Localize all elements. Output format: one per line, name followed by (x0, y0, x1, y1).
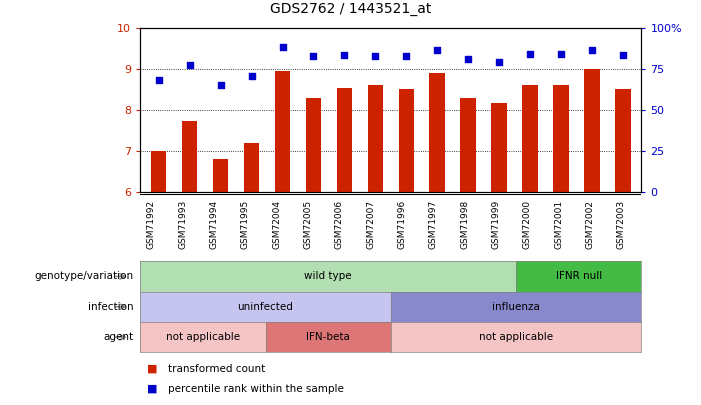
Text: GSM71995: GSM71995 (241, 200, 250, 249)
Bar (522, 85, 538, 192)
Bar (553, 85, 569, 192)
Bar (182, 121, 198, 192)
Text: GSM71997: GSM71997 (429, 200, 438, 249)
Point (555, 51, 566, 57)
Bar (275, 70, 290, 192)
Bar (306, 98, 321, 192)
Text: GDS2762 / 1443521_at: GDS2762 / 1443521_at (270, 2, 431, 15)
Text: uninfected: uninfected (238, 302, 294, 312)
Point (246, 72, 257, 79)
Bar (399, 89, 414, 192)
Text: GSM71996: GSM71996 (397, 200, 407, 249)
Text: influenza: influenza (492, 302, 540, 312)
Text: GSM71998: GSM71998 (460, 200, 469, 249)
Bar (584, 69, 599, 192)
Point (401, 53, 412, 60)
Point (277, 44, 288, 50)
Text: GSM72006: GSM72006 (335, 200, 343, 249)
Bar (367, 85, 383, 192)
Text: wild type: wild type (304, 271, 352, 281)
Point (586, 47, 597, 53)
Text: GSM72004: GSM72004 (272, 200, 281, 249)
Point (339, 52, 350, 58)
Point (432, 47, 443, 53)
Point (215, 82, 226, 88)
Text: transformed count: transformed count (168, 364, 266, 373)
Text: GSM71992: GSM71992 (147, 200, 156, 249)
Text: GSM72002: GSM72002 (585, 200, 594, 249)
Text: not applicable: not applicable (479, 332, 553, 342)
Point (369, 53, 381, 59)
Text: GSM72005: GSM72005 (304, 200, 313, 249)
Text: agent: agent (103, 332, 133, 342)
Text: GSM72003: GSM72003 (617, 200, 626, 249)
Bar (461, 98, 476, 192)
Text: not applicable: not applicable (166, 332, 240, 342)
Point (524, 51, 536, 57)
Point (618, 52, 629, 58)
Bar (244, 143, 259, 192)
Text: ■: ■ (147, 384, 158, 394)
Bar (615, 89, 631, 192)
Bar (336, 88, 352, 192)
Text: GSM72001: GSM72001 (554, 200, 563, 249)
Text: percentile rank within the sample: percentile rank within the sample (168, 384, 344, 394)
Text: IFN-beta: IFN-beta (306, 332, 350, 342)
Point (184, 62, 196, 68)
Bar (213, 159, 229, 192)
Text: GSM72000: GSM72000 (523, 200, 532, 249)
Text: infection: infection (88, 302, 133, 312)
Text: IFNR null: IFNR null (556, 271, 602, 281)
Bar (430, 73, 445, 192)
Text: GSM71993: GSM71993 (178, 200, 187, 249)
Text: GSM72007: GSM72007 (366, 200, 375, 249)
Text: ■: ■ (147, 364, 158, 373)
Bar (151, 151, 167, 192)
Point (463, 56, 474, 62)
Text: GSM71994: GSM71994 (210, 200, 219, 249)
Point (153, 77, 164, 83)
Text: genotype/variation: genotype/variation (34, 271, 133, 281)
Point (494, 59, 505, 65)
Bar (491, 103, 507, 192)
Text: GSM71999: GSM71999 (491, 200, 501, 249)
Point (308, 53, 319, 60)
